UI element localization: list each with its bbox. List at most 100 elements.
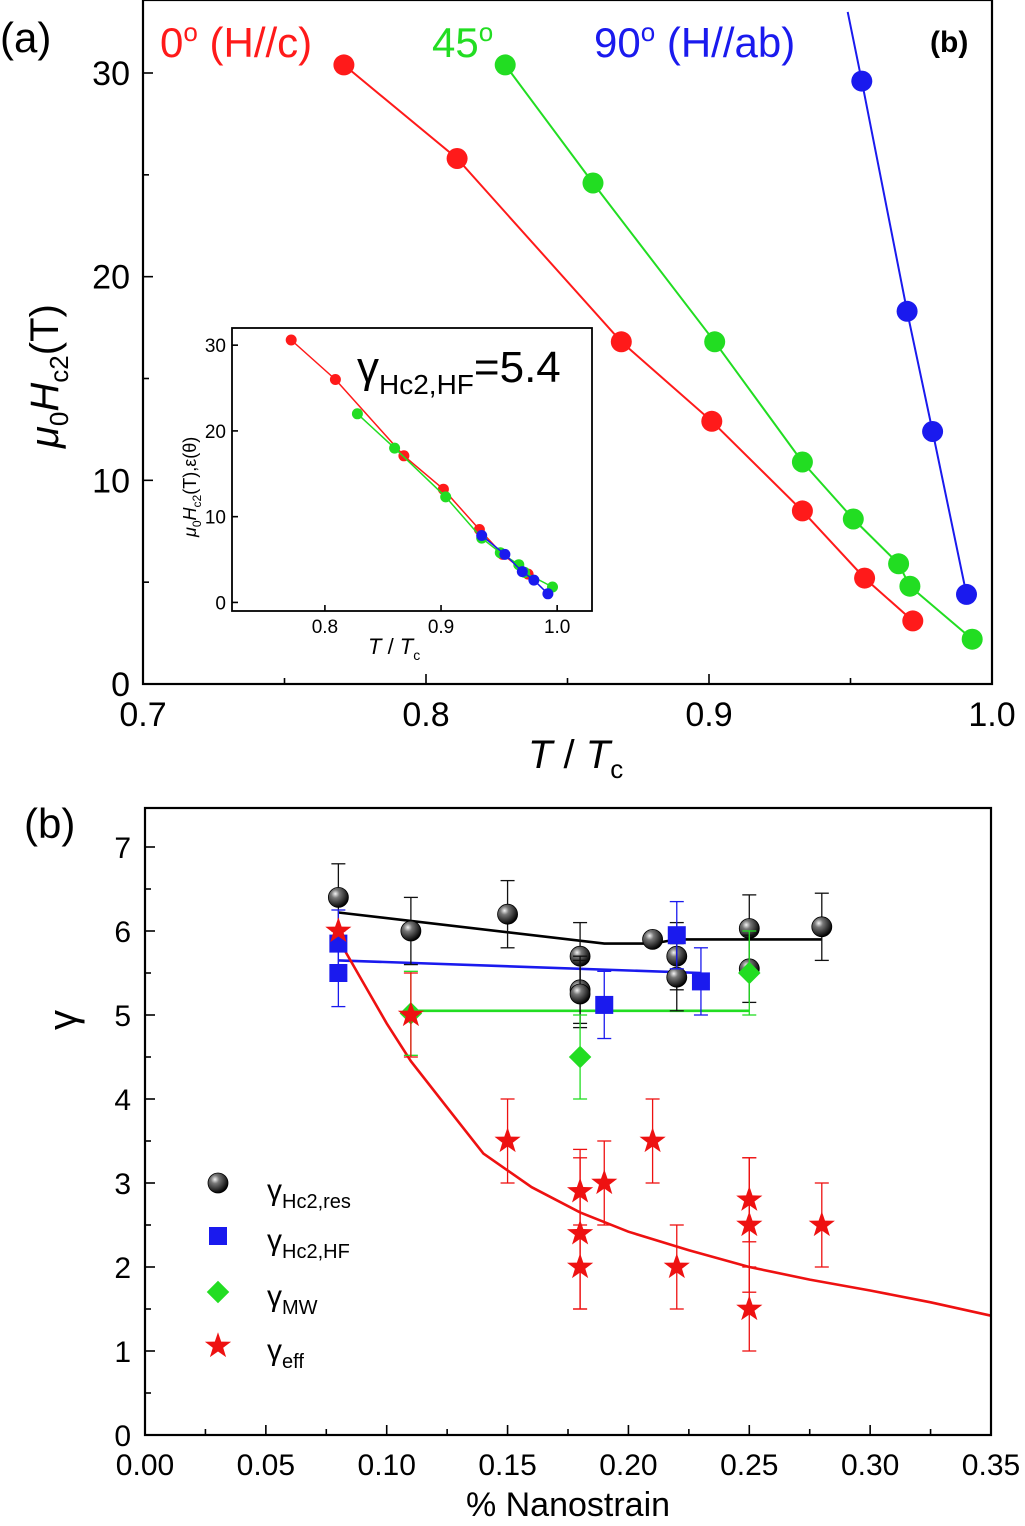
legend-marker-1: [209, 1227, 227, 1245]
panel-b-series-1-point: [691, 972, 710, 991]
inset-series-0-point: [398, 450, 410, 462]
panel-b-series-3-point: [808, 1211, 835, 1237]
inset-annotation-value: =5.4: [474, 343, 561, 392]
panel-b-y-axis-label: γ: [41, 1010, 85, 1030]
inset-series-1-point: [440, 491, 452, 503]
panel-b-ticks: 0.00 0.05 0.10 0.15 0.20 0.25 0.30 0.35 0 1 2 3 4 5 6 7: [114, 832, 1020, 1482]
panel-b-x-axis-label: % Nanostrain: [466, 1486, 670, 1524]
panel-a-x-label-sub: c: [610, 754, 623, 784]
panel-b-series-3-point: [397, 1001, 424, 1027]
inset-annotation-gamma: γ: [357, 343, 379, 392]
panel-b-series-3-point: [736, 1211, 763, 1237]
panel-a-x-axis-label: T / Tc: [528, 733, 623, 784]
inset-x-label-main: T: [368, 634, 383, 659]
inset-x-label-sub: c: [413, 647, 420, 663]
inset-y-tick-label: 10: [205, 508, 226, 529]
panel-b-y-tick-label: 6: [114, 916, 131, 949]
legend-45deg: 45o: [432, 17, 493, 66]
legend-gamma-eff-symbol: γ: [267, 1334, 282, 1367]
panel-a-series-1-point: [842, 508, 864, 530]
panel-a-series-2-point: [922, 421, 944, 442]
inset-x-label-base: T: [400, 634, 415, 659]
panel-b-x-tick-label: 0.35: [962, 1449, 1020, 1482]
panel-b: (b) 0.00 0.05 0.10 0.15 0.20 0.25 0.30 0.35 0 1 2 3…: [24, 800, 1020, 1524]
legend-marker-3: [204, 1332, 232, 1358]
inset-series-2-point: [516, 566, 528, 578]
inset-y-label-unit: (T),ε(θ): [180, 437, 200, 495]
panel-b-x-tick-label: 0.25: [720, 1449, 778, 1482]
inset-annotation: γHc2,HF=5.4: [357, 343, 561, 400]
legend-gamma-hc2-res-sub: Hc2,res: [282, 1191, 351, 1213]
panel-a-x-label-main: T: [528, 733, 555, 777]
panel-a-y-tick-label: 0: [111, 666, 130, 704]
panel-a-y-axis-label: μ0Hc2(T): [23, 304, 74, 449]
legend-45deg-degree: o: [479, 17, 493, 47]
panel-a-y-label-sub0: 0: [44, 412, 74, 426]
inset-y-label-mu: μ: [180, 527, 200, 538]
panel-b-series-1-point: [595, 995, 614, 1014]
panel-a-y-label-h: H: [23, 383, 67, 412]
panel-b-series-3-point: [567, 1253, 594, 1279]
legend-marker-2: [206, 1280, 230, 1304]
inset-y-tick-label: 20: [205, 422, 226, 443]
panel-b-series-0-point: [666, 966, 688, 988]
panel-b-y-tick-label: 5: [114, 1000, 131, 1033]
legend-gamma-mw: γMW: [267, 1280, 318, 1319]
legend-90deg-orientation: (H//ab): [655, 19, 795, 66]
panel-a-x-tick-label: 0.9: [685, 696, 732, 734]
inset-background: [210, 323, 590, 611]
panel-b-series-1-fit-line: [338, 959, 701, 975]
panel-b-legend: γHc2,res γHc2,HF γMW γeff: [204, 1172, 351, 1373]
inset-series-0-point: [329, 374, 341, 385]
legend-gamma-eff: γeff: [267, 1334, 304, 1373]
panel-b-series-3-point: [663, 1253, 690, 1279]
panel-a-series-0-point: [610, 331, 632, 353]
panel-b-y-tick-label: 2: [114, 1252, 131, 1285]
panel-a-y-label-unit: (T): [23, 304, 67, 355]
panel-b-series-2-point: [738, 961, 761, 985]
inset-frame: [231, 327, 593, 612]
panel-b-y-tick-label: 7: [114, 832, 131, 865]
panel-a-series-0-point: [333, 54, 355, 76]
panel-a-y-tick-label: 30: [92, 55, 130, 93]
inset-annotation-sub: Hc2,HF: [379, 369, 474, 400]
panel-b-series-3-point: [591, 1169, 618, 1195]
panel-a-series-1-point: [704, 331, 726, 353]
panel-a-series-1-point: [494, 54, 516, 76]
inset-y-label-sub: c2: [190, 494, 204, 507]
panel-b-series-0-point: [327, 887, 349, 908]
panel-a-series-0-point: [902, 610, 924, 632]
panel-a-plot-area: [333, 11, 983, 650]
panel-a-series-1-point: [961, 628, 983, 650]
panel-b-series-3-point: [325, 917, 352, 943]
panel-a-y-label-sub: c2: [44, 355, 74, 382]
panel-a-series-2-point: [851, 70, 873, 92]
legend-0deg-angle: 0: [160, 19, 183, 66]
legend-90deg-angle: 90: [594, 19, 641, 66]
legend-markers: [204, 1172, 232, 1358]
panel-b-series-0-point: [642, 929, 663, 950]
legend-gamma-hc2-hf-sub: Hc2,HF: [282, 1241, 350, 1263]
legend-gamma-mw-sub: MW: [282, 1297, 318, 1319]
panel-a-y-label-mu: μ: [23, 426, 67, 449]
panel-b-y-tick-label: 0: [114, 1420, 131, 1453]
panel-b-y-tick-label: 1: [114, 1336, 131, 1369]
inset-y-axis-label: μ0Hc2(T),ε(θ): [180, 437, 204, 538]
panel-a-x-label-sep: /: [552, 733, 585, 777]
legend-gamma-hc2-res-symbol: γ: [267, 1174, 282, 1207]
legend-90deg-degree: o: [641, 17, 655, 47]
panel-a-series-2-point: [956, 583, 977, 605]
panel-a-series-0-point: [701, 410, 723, 432]
panel-a-y-tick-label: 20: [92, 259, 130, 297]
inset-y-label-sub0: 0: [190, 520, 204, 527]
inset-x-tick-label: 0.8: [312, 617, 338, 638]
panel-b-y-tick-label: 3: [114, 1168, 131, 1201]
panel-b-x-tick-label: 0.05: [237, 1449, 295, 1482]
legend-0deg-orientation: (H//c): [198, 19, 312, 66]
legend-gamma-hc2-hf: γHc2,HF: [267, 1224, 350, 1263]
inset-y-tick-label: 30: [205, 336, 226, 357]
panel-b-series-1-point: [329, 964, 348, 982]
panel-a-series-0-point: [446, 148, 468, 169]
panel-b-plot-area: [325, 863, 992, 1352]
